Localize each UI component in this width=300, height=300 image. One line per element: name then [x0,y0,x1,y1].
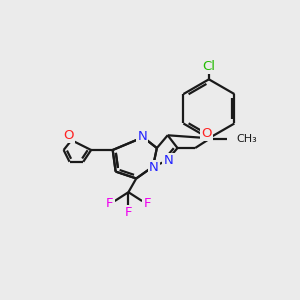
Text: F: F [143,197,151,211]
Text: O: O [202,127,212,140]
Text: N: N [149,161,159,174]
Text: Cl: Cl [202,60,215,73]
Text: N: N [164,154,173,167]
Text: N: N [137,130,147,143]
Text: O: O [63,129,74,142]
Text: F: F [125,206,132,219]
Text: F: F [106,197,113,211]
Text: CH₃: CH₃ [236,134,257,144]
